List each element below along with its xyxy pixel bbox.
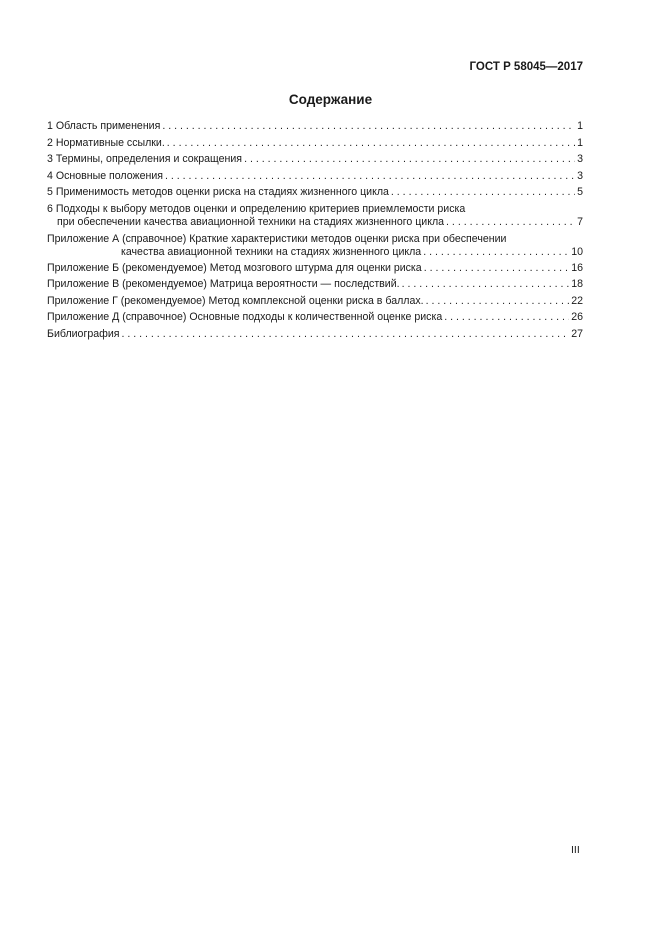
dot-leader	[244, 153, 575, 166]
dot-leader	[167, 137, 575, 150]
toc-entry-text: 4 Основные положения	[47, 170, 163, 182]
dot-leader	[165, 170, 575, 183]
toc-entry[interactable]: 6 Подходы к выбору методов оценки и опре…	[47, 203, 583, 228]
toc-entry-text: Приложение Б (рекомендуемое) Метод мозго…	[47, 262, 422, 274]
toc-entry-page: 10	[571, 245, 583, 258]
dot-leader	[391, 186, 575, 199]
dot-leader	[426, 295, 570, 308]
dot-leader	[444, 311, 569, 324]
dot-leader	[402, 278, 570, 291]
toc-entry-page: 5	[577, 186, 583, 198]
toc-entry-page: 26	[571, 311, 583, 323]
toc-entry-page: 3	[577, 170, 583, 182]
toc-entry-page: 22	[571, 295, 583, 307]
toc-entry-text: 1 Область применения	[47, 120, 161, 132]
toc-entry-text: 5 Применимость методов оценки риска на с…	[47, 186, 389, 198]
toc-entry[interactable]: Приложение А (справочное) Краткие характ…	[47, 233, 583, 258]
toc-entry-text: 2 Нормативные ссылки.	[47, 137, 165, 149]
page-title: Содержание	[288, 92, 373, 107]
toc-entry[interactable]: 3 Термины, определения и сокращения 3	[47, 153, 583, 166]
toc-entry-page: 3	[577, 153, 583, 165]
toc-entry-text: Приложение Г (рекомендуемое) Метод компл…	[47, 295, 424, 307]
toc-entry-text: 6 Подходы к выбору методов оценки и опре…	[47, 203, 466, 215]
toc-entry-text-cont: качества авиационной техники на стадиях …	[121, 245, 422, 258]
toc-entry-page: 27	[571, 328, 583, 340]
toc-entry[interactable]: Библиография 27	[47, 328, 583, 341]
toc-entry-text: Приложение Д (справочное) Основные подхо…	[47, 311, 443, 323]
toc-entry-text: Приложение В (рекомендуемое) Матрица вер…	[47, 278, 400, 290]
dot-leader	[424, 262, 570, 275]
toc-entry-page: 7	[577, 215, 583, 228]
toc-entry[interactable]: 5 Применимость методов оценки риска на с…	[47, 186, 583, 199]
toc-entry[interactable]: Приложение В (рекомендуемое) Матрица вер…	[47, 278, 583, 291]
toc-entry[interactable]: Приложение Б (рекомендуемое) Метод мозго…	[47, 262, 583, 275]
document-number: ГОСТ Р 58045—2017	[469, 61, 583, 73]
toc-entry[interactable]: 4 Основные положения 3	[47, 170, 583, 183]
toc-entry-page: 16	[571, 262, 583, 274]
toc-entry-text: 3 Термины, определения и сокращения	[47, 153, 243, 165]
toc-entry-text-cont: при обеспечении качества авиационной тех…	[57, 215, 445, 228]
toc-entry-text: Приложение А (справочное) Краткие характ…	[47, 233, 507, 245]
toc-entry-page: 18	[571, 278, 583, 290]
toc-entry[interactable]: 2 Нормативные ссылки. 1	[47, 137, 583, 150]
toc-entry-page: 1	[577, 137, 583, 149]
toc-entry[interactable]: 1 Область применения 1	[47, 120, 583, 133]
dot-leader	[446, 216, 575, 229]
toc-entry[interactable]: Приложение Д (справочное) Основные подхо…	[47, 311, 583, 324]
dot-leader	[162, 120, 575, 133]
dot-leader	[121, 328, 569, 341]
toc-entry-text: Библиография	[47, 328, 120, 340]
dot-leader	[423, 246, 569, 259]
page-number: III	[571, 844, 580, 856]
toc-entry-page: 1	[577, 120, 583, 132]
toc-entry[interactable]: Приложение Г (рекомендуемое) Метод компл…	[47, 295, 583, 308]
